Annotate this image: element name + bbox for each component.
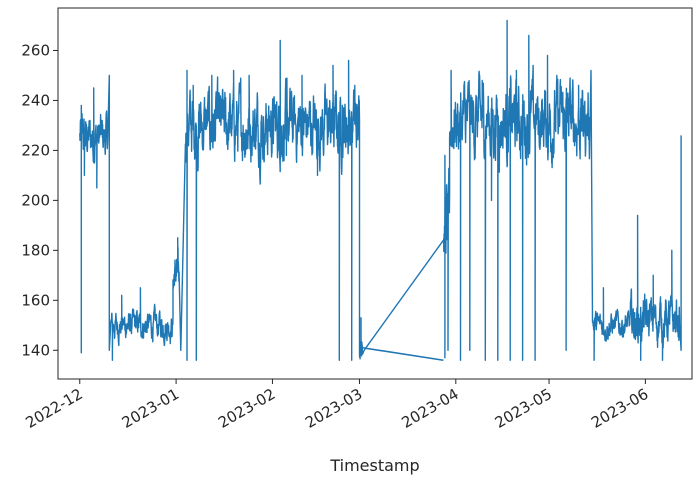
y-tick-label: 220 bbox=[21, 141, 50, 159]
plot-frame bbox=[57, 7, 693, 380]
y-tick-label: 140 bbox=[21, 341, 50, 359]
series-gap-connector bbox=[362, 346, 444, 362]
y-tick-label: 240 bbox=[21, 91, 50, 109]
y-tick-label: 200 bbox=[21, 191, 50, 209]
series-layer bbox=[79, 19, 682, 362]
series-line bbox=[79, 19, 682, 361]
y-tick-label: 160 bbox=[21, 291, 50, 309]
y-tick-label: 260 bbox=[21, 41, 50, 59]
y-tick-label: 180 bbox=[21, 241, 50, 259]
x-axis-label: Timestamp bbox=[329, 456, 419, 475]
